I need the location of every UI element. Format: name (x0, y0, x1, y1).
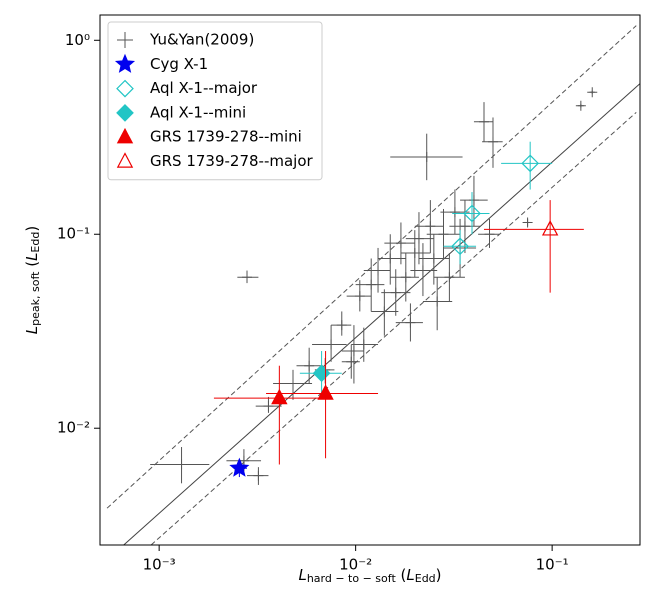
marker-plus (425, 221, 436, 232)
marker-triangle (541, 220, 559, 236)
marker-plus (459, 221, 470, 232)
marker-plus (432, 296, 443, 307)
x-label-paren: ) (436, 566, 442, 584)
marker-star (114, 53, 136, 73)
x-axis-label: Lhard − to − soft (LEdd) (298, 566, 441, 586)
marker-plus (385, 253, 396, 264)
marker-plus (587, 87, 598, 98)
y-tick-label: 10⁻¹ (57, 225, 90, 243)
legend-label: Cyg X-1 (150, 55, 208, 73)
x-label-subscript: hard − to − soft (307, 572, 397, 585)
marker-plus (444, 272, 455, 283)
marker-plus (253, 470, 264, 481)
marker-plus (358, 339, 369, 350)
marker-triangle (271, 388, 288, 405)
marker-triangle (317, 384, 334, 400)
marker-plus (366, 279, 377, 290)
marker-plus (413, 233, 424, 244)
y-label-paren: ( (23, 261, 41, 272)
x-label-symbol: L (298, 566, 306, 584)
marker-diamond (463, 204, 481, 223)
plot-area (106, 25, 640, 545)
marker-plus (373, 265, 384, 276)
marker-plus (346, 356, 357, 367)
y-tick-label: 10⁰ (65, 31, 90, 49)
legend: Yu&Yan(2009) Cyg X-1 Aql X-1--major Aql X-1… (107, 21, 323, 181)
y-label-subscript: peak, soft (29, 271, 42, 326)
y-label-unit: L (23, 253, 41, 261)
marker-diamond (521, 154, 540, 173)
marker-plus (468, 195, 479, 206)
x-label-unit-subscript: Edd (415, 572, 436, 585)
marker-plus (348, 346, 359, 357)
reference-line (106, 25, 637, 509)
marker-diamond (116, 79, 134, 98)
x-tick-label: 10⁻³ (143, 556, 176, 574)
marker-plus (478, 116, 489, 127)
marker-plus (400, 272, 411, 283)
marker-plus (575, 100, 586, 111)
axes-frame (99, 14, 641, 546)
marker-plus (417, 265, 428, 276)
y-label-unit-subscript: Edd (29, 232, 42, 253)
marker-plus (336, 320, 347, 331)
marker-plus (354, 291, 365, 302)
x-tick-label: 10⁻² (339, 556, 372, 574)
legend-label: Yu&Yan(2009) (149, 31, 254, 49)
marker-plus (395, 238, 406, 249)
marker-plus (428, 253, 439, 264)
legend-label: GRS 1739-278--major (150, 152, 314, 170)
marker-triangle (116, 152, 134, 168)
marker-plus (390, 287, 401, 298)
marker-plus (176, 459, 187, 470)
marker-plus (409, 248, 420, 259)
legend-box (107, 21, 323, 181)
marker-plus (288, 378, 299, 389)
marker-plus (304, 360, 315, 371)
x-tick-label: 10⁻¹ (536, 556, 569, 574)
y-label-paren: ) (23, 226, 41, 232)
marker-plus (421, 152, 432, 163)
x-label-unit: L (406, 566, 414, 584)
marker-star (229, 457, 250, 477)
y-tick-label: 10⁻² (57, 419, 90, 437)
marker-diamond (451, 237, 469, 256)
marker-plus (242, 272, 253, 283)
marker-plus (484, 229, 495, 240)
marker-diamond (312, 364, 331, 383)
legend-label: Aql X-1--mini (150, 103, 246, 121)
marker-plus (487, 136, 498, 147)
marker-plus (522, 217, 533, 228)
x-label-paren: ( (396, 566, 407, 584)
marker-triangle (116, 127, 134, 144)
y-axis-label: Lpeak, soft (LEdd) (23, 226, 43, 334)
reference-line (150, 111, 637, 545)
marker-plus (263, 401, 274, 412)
y-label-symbol: L (23, 326, 41, 334)
reference-line (123, 82, 640, 545)
marker-plus (449, 207, 460, 218)
marker-plus (117, 32, 133, 48)
marker-plus (326, 339, 337, 350)
marker-diamond (116, 104, 134, 122)
marker-plus (379, 306, 390, 317)
legend-label: GRS 1739-278--mini (150, 128, 302, 146)
marker-plus (405, 317, 416, 328)
marker-plus (438, 229, 449, 240)
legend-label: Aql X-1--major (150, 79, 258, 97)
